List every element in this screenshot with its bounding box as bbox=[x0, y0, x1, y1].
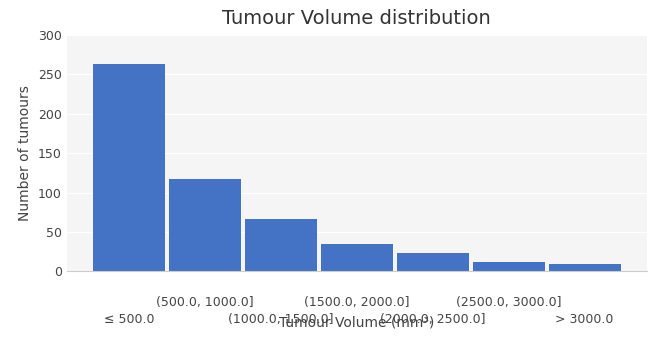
Y-axis label: Number of tumours: Number of tumours bbox=[19, 85, 33, 221]
Text: ≤ 500.0: ≤ 500.0 bbox=[104, 313, 154, 326]
Bar bbox=[548, 263, 620, 271]
Text: (2000.0, 2500.0]: (2000.0, 2500.0] bbox=[380, 313, 486, 326]
Title: Tumour Volume distribution: Tumour Volume distribution bbox=[223, 9, 491, 28]
Bar bbox=[321, 244, 393, 271]
Text: > 3000.0: > 3000.0 bbox=[556, 313, 614, 326]
Text: (1000.0, 1500.0]: (1000.0, 1500.0] bbox=[228, 313, 334, 326]
Bar bbox=[397, 253, 469, 271]
Bar bbox=[245, 219, 317, 271]
Text: (1500.0, 2000.0]: (1500.0, 2000.0] bbox=[304, 296, 410, 309]
Text: (500.0, 1000.0]: (500.0, 1000.0] bbox=[156, 296, 254, 309]
X-axis label: Tumour Volume (mm³): Tumour Volume (mm³) bbox=[279, 315, 434, 329]
Bar bbox=[169, 179, 241, 271]
Bar bbox=[93, 64, 165, 271]
Text: (2500.0, 3000.0]: (2500.0, 3000.0] bbox=[456, 296, 562, 309]
Bar bbox=[473, 262, 545, 271]
